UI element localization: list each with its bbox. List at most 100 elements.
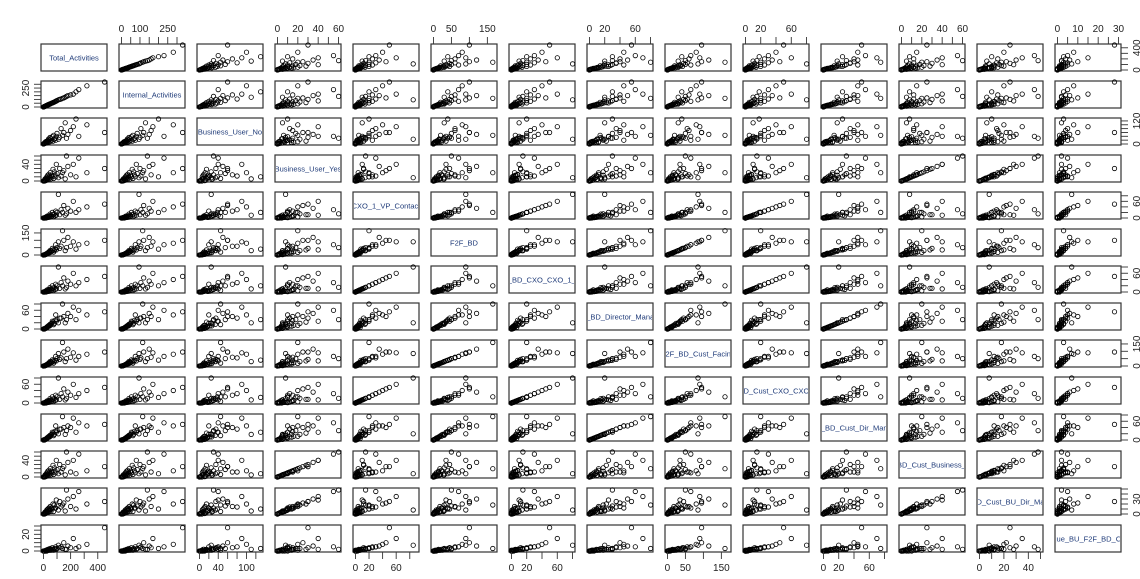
data-point — [693, 49, 699, 55]
data-point — [234, 60, 240, 66]
data-point — [463, 55, 469, 61]
data-point — [303, 100, 309, 106]
panel-7-13 — [1054, 301, 1122, 332]
panel-5-13 — [1054, 228, 1122, 258]
data-point — [688, 98, 694, 104]
data-point — [1054, 67, 1061, 73]
panel-4-12 — [976, 191, 1044, 221]
data-point — [386, 129, 392, 136]
data-point — [305, 129, 311, 136]
data-point — [130, 132, 136, 138]
panel-3-0 — [40, 153, 108, 184]
data-point — [279, 120, 286, 126]
data-point — [180, 129, 186, 136]
panel-5-6 — [508, 228, 576, 258]
data-point — [698, 59, 705, 65]
data-point — [640, 55, 646, 61]
data-point — [855, 98, 861, 104]
data-point — [455, 62, 462, 68]
data-point — [359, 120, 365, 126]
panel-0-10 — [820, 42, 888, 73]
data-point — [628, 42, 635, 48]
data-point — [335, 135, 342, 141]
panel-4-8 — [664, 191, 732, 221]
panel-3-12 — [976, 153, 1044, 184]
data-point — [295, 49, 301, 55]
data-point — [995, 64, 1001, 70]
panel-1-1: Internal_Activities — [118, 80, 186, 109]
data-point — [366, 116, 372, 122]
data-point — [300, 129, 306, 136]
data-point — [410, 61, 416, 67]
panel-3-10 — [820, 153, 888, 184]
data-point — [155, 116, 162, 122]
data-point — [617, 56, 623, 62]
panel-6-9 — [742, 264, 810, 295]
panel-5-5: F2F_BD — [430, 228, 498, 257]
panel-1-4 — [352, 79, 420, 110]
data-point — [144, 135, 150, 141]
data-point — [293, 130, 299, 136]
data-point — [632, 52, 638, 59]
panel-4-7 — [586, 191, 654, 221]
data-point — [839, 63, 846, 70]
data-point — [539, 122, 545, 128]
data-point — [621, 83, 627, 89]
data-point — [914, 49, 920, 55]
panel-1-13 — [1054, 79, 1122, 110]
data-point — [310, 57, 316, 63]
panel-4-3 — [274, 191, 342, 221]
panel-6-12 — [976, 264, 1044, 295]
panel-0-13 — [1054, 42, 1122, 73]
data-point — [290, 56, 296, 62]
panel-1-5 — [430, 79, 498, 110]
panel-frame — [1054, 154, 1122, 183]
data-point — [274, 67, 280, 73]
data-point — [527, 92, 534, 98]
data-point — [445, 54, 451, 60]
data-point — [102, 79, 108, 85]
data-point — [939, 55, 945, 61]
panel-2-9 — [742, 116, 810, 147]
data-point — [535, 131, 541, 137]
data-point — [366, 89, 372, 95]
data-point — [1071, 49, 1077, 55]
panel-2-2: Business_User_No — [196, 117, 264, 146]
data-point — [62, 120, 68, 126]
data-point — [874, 91, 880, 97]
data-point — [330, 133, 337, 139]
data-point — [335, 93, 342, 100]
data-point — [777, 95, 783, 101]
data-point — [118, 141, 125, 147]
data-point — [373, 126, 379, 132]
data-point — [291, 139, 297, 145]
data-point — [554, 124, 560, 130]
data-point — [393, 55, 399, 61]
data-point — [839, 54, 846, 60]
data-point — [473, 131, 480, 137]
panel-3-8 — [664, 153, 732, 184]
data-point — [788, 55, 794, 61]
panel-6-0 — [40, 264, 108, 295]
panel-5-3 — [274, 228, 342, 258]
data-point — [441, 101, 447, 107]
data-point — [954, 52, 961, 59]
data-point — [803, 61, 810, 67]
data-point — [679, 54, 685, 60]
data-point — [196, 104, 202, 110]
data-point — [535, 57, 541, 63]
data-point — [851, 92, 857, 98]
data-point — [780, 42, 787, 48]
data-point — [905, 103, 912, 109]
panel-4-2 — [196, 191, 264, 221]
data-point — [927, 100, 933, 106]
panel-5-2 — [196, 228, 264, 258]
data-point — [647, 59, 654, 65]
data-point — [352, 104, 358, 110]
data-point — [914, 83, 920, 89]
panel-1-2 — [196, 79, 264, 110]
data-point — [330, 52, 337, 59]
data-point — [274, 104, 280, 110]
data-point — [291, 65, 297, 71]
